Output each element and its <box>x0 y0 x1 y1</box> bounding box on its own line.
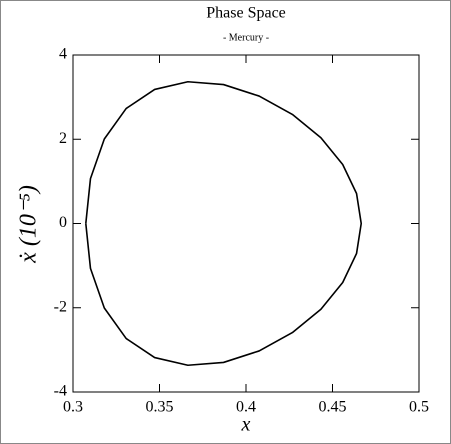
x-tick-label: 0.4 <box>236 399 256 416</box>
x-tick-label: 0.45 <box>319 399 347 416</box>
y-tick-label: -4 <box>54 383 67 400</box>
x-axis-label: x <box>241 414 251 436</box>
phase-curve <box>85 80 363 367</box>
y-tick-label: -2 <box>54 298 67 315</box>
x-tick-label: 0.3 <box>63 399 83 416</box>
y-axis-label: ẋ (10⁻⁵) <box>16 185 42 264</box>
x-tick-label: 0.35 <box>146 399 174 416</box>
chart-subtitle: - Mercury - <box>223 32 269 43</box>
y-tick-label: 4 <box>59 46 67 63</box>
x-tick-label: 0.5 <box>409 399 429 416</box>
y-tick-label: 2 <box>59 130 67 147</box>
chart-title: Phase Space <box>206 5 286 22</box>
y-tick-label: 0 <box>59 214 67 231</box>
